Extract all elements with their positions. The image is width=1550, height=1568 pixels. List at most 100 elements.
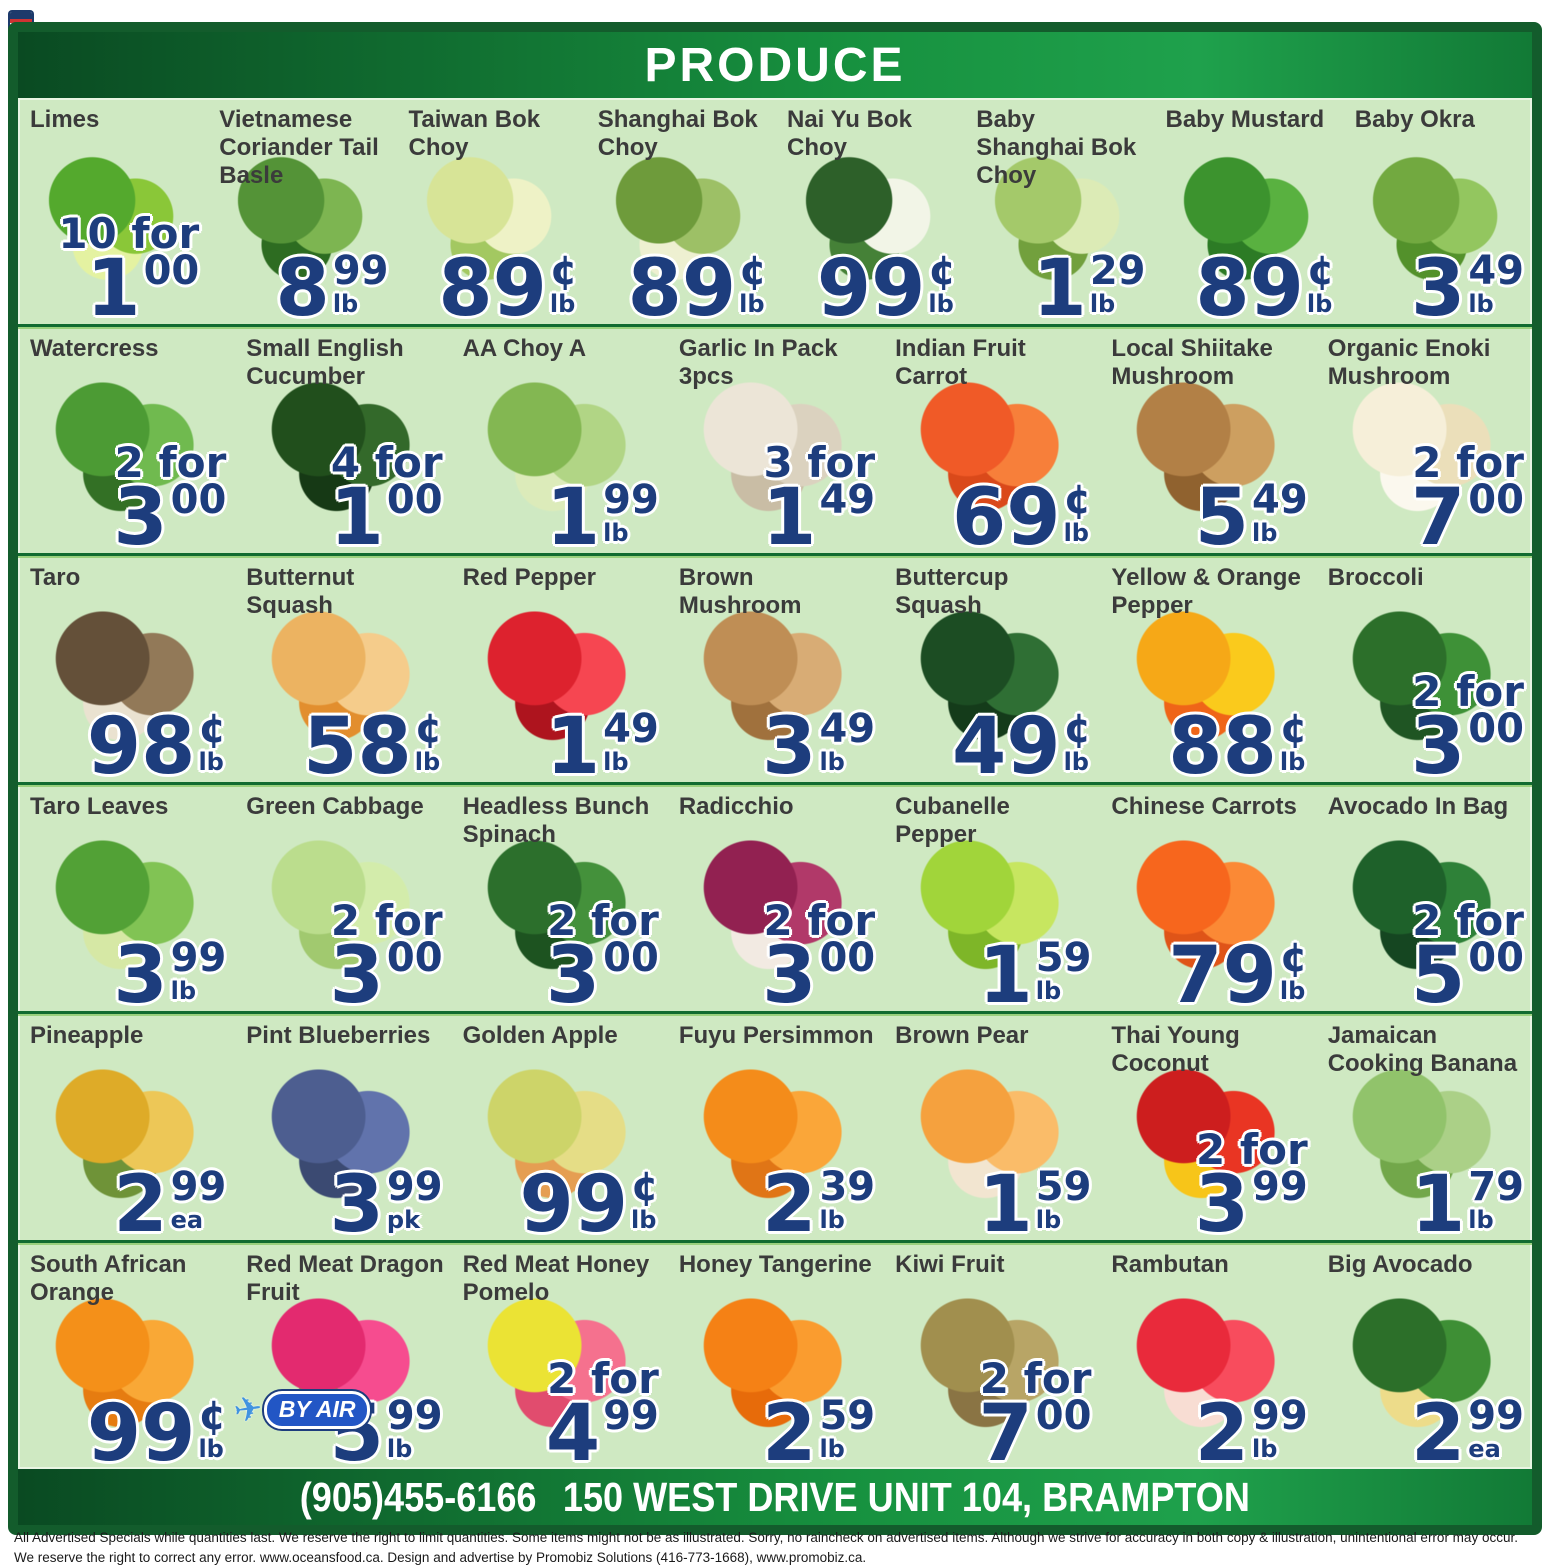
price-unit: lb — [603, 748, 629, 776]
product-price: 1 99 lb — [545, 473, 659, 563]
product-price: 3 49 lb — [762, 708, 875, 786]
price-main: 2 — [1411, 1389, 1466, 1479]
price-cents: ¢ — [1306, 248, 1335, 294]
price-multibuy-prefix: 2 for — [547, 896, 659, 945]
product-name: Red Pepper — [462, 564, 596, 591]
product-photo — [459, 592, 659, 750]
price-unit: lb — [739, 290, 765, 318]
product-card: Kiwi Fruit 2 for 7 00 — [883, 1243, 1099, 1473]
product-name: Green Cabbage — [246, 793, 424, 820]
price-cents: ¢ — [1279, 935, 1308, 981]
price-main: 2 — [113, 1160, 168, 1250]
flyer-footer: (905)455-6166 150 WEST DRIVE UNIT 104, B… — [18, 1469, 1532, 1525]
product-photo — [26, 1279, 226, 1437]
product-price: 2 for 7 00 — [1411, 438, 1524, 558]
store-phone: (905)455-6166 — [299, 1473, 537, 1520]
price-cents: 00 — [819, 935, 876, 981]
price-main: 1 — [978, 1160, 1033, 1250]
price-main: 1 — [1411, 1160, 1466, 1250]
product-price: 5 49 lb — [1194, 473, 1308, 563]
product-row-5: Pineapple 2 99 ea Pint Blueberries 3 99 pk Golde… — [18, 1014, 1532, 1250]
price-unit: lb — [386, 1435, 413, 1463]
price-unit: lb — [414, 748, 441, 776]
product-name: Taiwan Bok Choy — [408, 106, 541, 161]
price-multibuy-prefix: 2 for — [330, 896, 443, 945]
product-name: Thai Young Coconut — [1111, 1022, 1240, 1077]
price-cents: ¢ — [198, 706, 227, 752]
product-name: South African Orange — [30, 1251, 187, 1306]
price-cents: 49 — [1252, 477, 1308, 523]
product-price: 2 for 3 00 — [113, 442, 226, 558]
price-main: 1 — [762, 473, 817, 563]
product-name: Radicchio — [678, 793, 794, 820]
price-unit: ea — [1468, 1435, 1501, 1463]
price-main: 3 — [329, 931, 384, 1021]
product-name: Jamaican Cooking Banana — [1327, 1022, 1518, 1077]
product-card: Pineapple 2 99 ea — [18, 1014, 234, 1250]
product-card: AA Choy A 1 99 lb — [451, 327, 667, 563]
price-cents: ¢ — [928, 248, 957, 294]
product-price: 2 99 lb — [1195, 1395, 1308, 1473]
product-photo — [675, 821, 875, 979]
page-title: PRODUCE — [644, 38, 906, 92]
price-cents: 99 — [603, 477, 659, 523]
product-name: Yellow & Orange Pepper — [1111, 564, 1301, 619]
price-main: 79 — [1168, 931, 1277, 1021]
product-card: Butternut Squash 58 ¢ lb — [234, 556, 450, 786]
price-main: 1 — [545, 473, 601, 563]
product-price: 69 ¢ lb — [952, 479, 1091, 557]
product-card: Taro 98 ¢ lb — [18, 556, 234, 792]
product-name: Taro — [30, 564, 81, 591]
product-price: 98 ¢ lb — [86, 702, 226, 792]
product-card: Jamaican Cooking Banana 1 79 lb — [1316, 1014, 1532, 1250]
product-name: Brown Mushroom — [678, 564, 802, 619]
price-unit: lb — [549, 290, 576, 318]
price-unit: lb — [603, 519, 629, 547]
product-card: Big Avocado 2 99 ea — [1316, 1243, 1532, 1479]
price-cents: ¢ — [414, 706, 443, 752]
product-photo — [1108, 821, 1308, 979]
price-cents: 99 — [1468, 1393, 1524, 1439]
product-name: Broccoli — [1327, 564, 1424, 591]
price-cents: 79 — [1468, 1164, 1524, 1210]
product-price: 3 99 lb — [113, 931, 226, 1021]
product-card: Honey Tangerine 2 59 lb — [667, 1243, 883, 1473]
product-name: Red Meat Honey Pomelo — [462, 1251, 650, 1306]
price-unit: lb — [1035, 1206, 1062, 1234]
price-cents: ¢ — [739, 248, 767, 294]
product-name: Chinese Carrots — [1111, 793, 1297, 820]
price-cents: 39 — [819, 1164, 876, 1210]
product-photo — [675, 1279, 875, 1437]
product-price: 4 for 1 00 — [329, 442, 443, 563]
price-main: 3 — [113, 931, 168, 1021]
product-price: 99 ¢ lb — [87, 1395, 226, 1473]
price-cents: 49 — [1468, 248, 1524, 294]
product-card: Vietnamese Coriander Tail Basle 8 99 lb — [207, 98, 396, 328]
flyer-header: PRODUCE — [18, 32, 1532, 98]
product-name: Butternut Squash — [246, 564, 355, 619]
product-photo — [25, 134, 200, 292]
price-multibuy-prefix: 2 for — [1412, 438, 1524, 487]
product-row-3: Taro 98 ¢ lb Butternut Squash 58 ¢ lb Red Pepper… — [18, 556, 1532, 792]
product-price: 99 ¢ lb — [817, 250, 956, 328]
product-name: Fuyu Persimmon — [678, 1022, 874, 1049]
product-name: Baby Okra — [1354, 106, 1475, 133]
product-price: 3 99 pk — [330, 1166, 443, 1244]
product-card: Chinese Carrots 79 ¢ lb — [1099, 785, 1315, 1021]
product-name: Taro Leaves — [30, 793, 169, 820]
product-photo — [1108, 592, 1308, 750]
product-photo — [1324, 1050, 1524, 1208]
price-main: 5 — [1194, 473, 1250, 563]
price-cents: ¢ — [631, 1164, 659, 1210]
price-main: 98 — [86, 702, 196, 792]
product-photo — [459, 363, 659, 521]
price-cents: 99 — [170, 1164, 227, 1210]
price-cents: 00 — [143, 248, 200, 294]
price-main: 1 — [329, 473, 384, 563]
price-main: 5 — [1411, 931, 1466, 1021]
product-price: 2 39 lb — [762, 1166, 875, 1244]
product-card: Radicchio 2 for 3 00 — [667, 785, 883, 1015]
product-photo — [214, 134, 389, 292]
product-photo — [242, 592, 442, 750]
product-photo — [891, 821, 1091, 979]
